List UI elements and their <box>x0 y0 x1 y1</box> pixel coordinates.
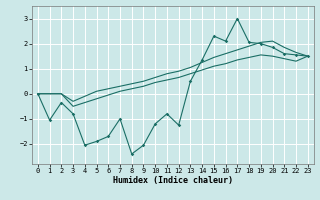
X-axis label: Humidex (Indice chaleur): Humidex (Indice chaleur) <box>113 176 233 185</box>
